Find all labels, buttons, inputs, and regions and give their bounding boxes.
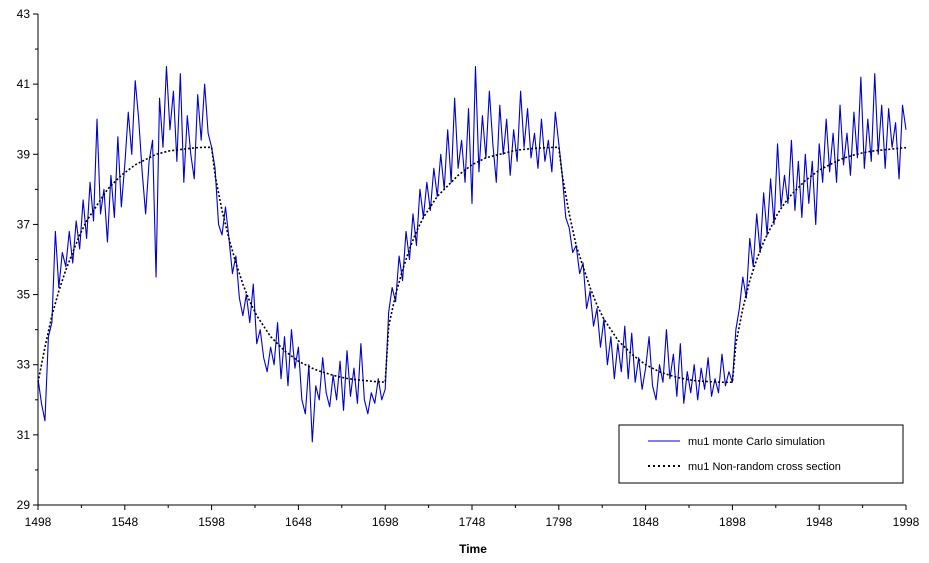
y-tick-label: 43 [17,7,31,21]
y-tick-label: 41 [17,77,31,91]
legend-label-cross-section: mu1 Non-random cross section [688,461,841,473]
legend-box [618,424,904,484]
y-tick-label: 29 [17,498,31,512]
series-line-monte-carlo [37,66,907,443]
x-tick-label: 1748 [459,515,486,529]
y-tick-label: 39 [17,147,31,161]
x-tick-label: 1648 [285,515,312,529]
y-tick-label: 35 [17,288,31,302]
x-tick-label: 1998 [893,515,920,529]
x-tick-label: 1498 [25,515,52,529]
x-tick-label: 1598 [198,515,225,529]
x-tick-label: 1798 [545,515,572,529]
y-tick-label: 37 [17,217,31,231]
plot-area [37,66,907,443]
x-tick-label: 1698 [372,515,399,529]
legend: mu1 monte Carlo simulation mu1 Non-rando… [618,424,904,484]
x-axis-title: Time [459,542,487,556]
y-axis: 29 31 33 35 37 39 41 43 [17,7,39,512]
x-tick-label: 1948 [806,515,833,529]
y-tick-label: 33 [17,358,31,372]
x-tick-label: 1548 [111,515,138,529]
y-tick-label: 31 [17,428,31,442]
x-axis: 1498 1548 1598 1648 1698 1748 1798 1848 1898 1948… [25,504,920,529]
legend-label-monte-carlo: mu1 monte Carlo simulation [688,436,825,448]
x-tick-label: 1898 [719,515,746,529]
series-line-cross-section [37,146,907,384]
x-tick-label: 1848 [632,515,659,529]
